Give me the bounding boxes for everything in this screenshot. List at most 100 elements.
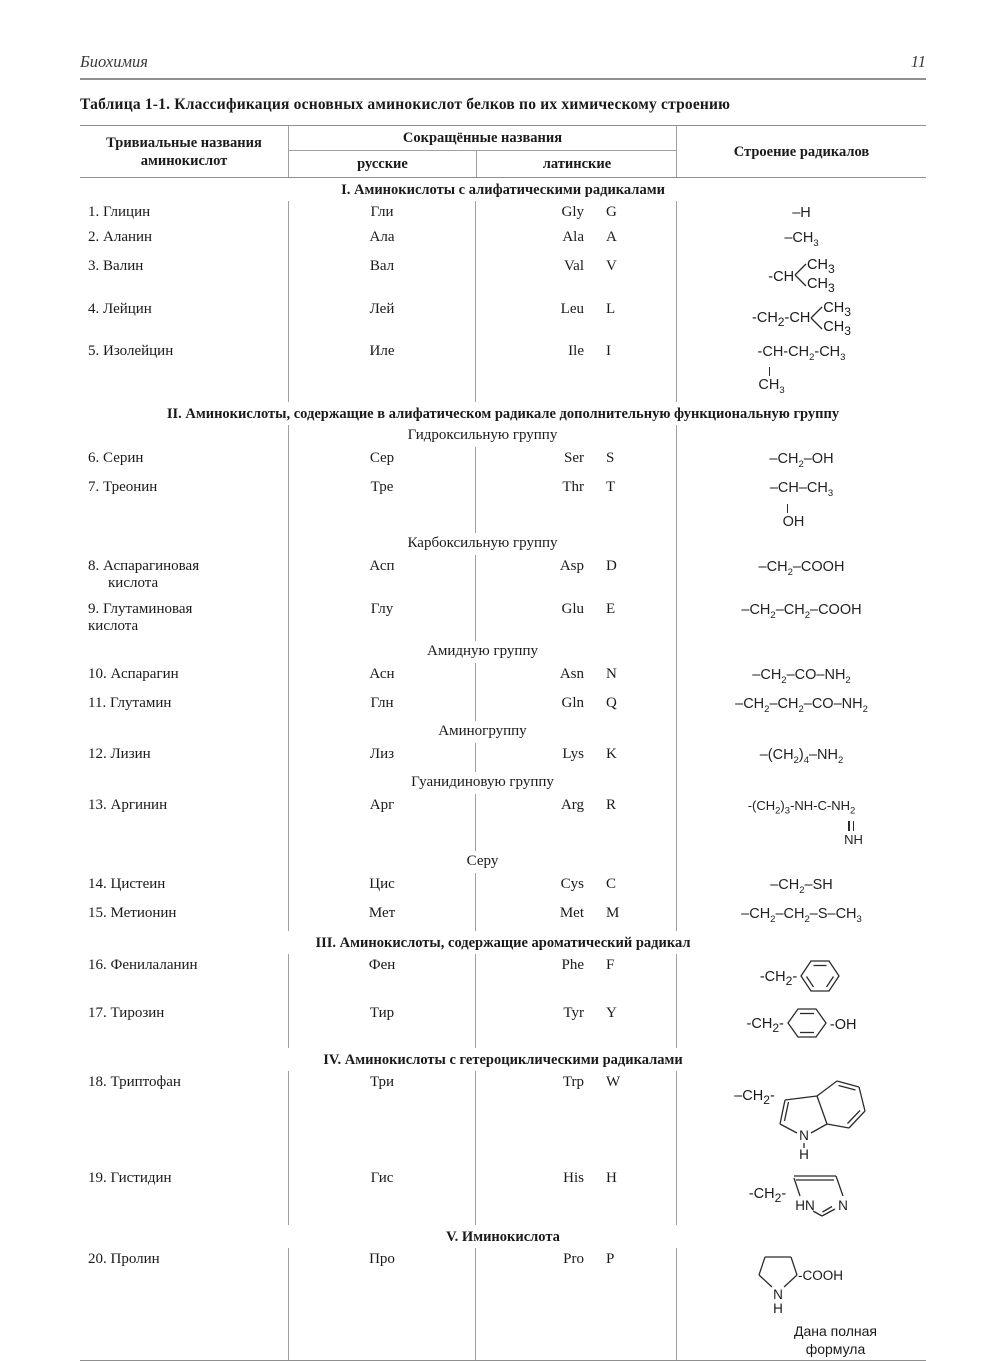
amino-name: 18. Триптофан <box>88 1073 181 1090</box>
indole-ring-diagram: N H <box>775 1074 869 1165</box>
radical-cell: -CH2- <box>676 953 926 1002</box>
pyrrolidine-ring-diagram: N H -COOH <box>747 1251 857 1320</box>
radical-formula-subline: NH <box>844 831 863 847</box>
header-trivial-names-line2: аминокислот <box>140 152 228 169</box>
header-trivial-names-line1: Тривиальные названия <box>106 134 262 151</box>
latin-abbr-cell: Lys K <box>475 742 676 772</box>
russian-abbr-cell: Асп <box>288 555 475 599</box>
header-abbr-group: Сокращённые названия <box>289 126 676 151</box>
amino-name: 6. Серин <box>88 450 144 467</box>
latin-abbr-cell: Pro P <box>475 1247 676 1360</box>
latin-one-letter: R <box>606 796 617 813</box>
latin-one-letter: D <box>606 558 617 575</box>
name-cell: 17. Тирозин <box>80 1002 288 1048</box>
header-abbreviated-names: Сокращённые названия русские латинские <box>288 126 676 177</box>
radical-formula-line: –CH2–CH2–COOH <box>741 602 862 621</box>
latin-three-letter: Ala <box>562 229 584 245</box>
latin-abbr-cell: Gly G <box>475 201 676 226</box>
group-subtitle-row: Гидроксильную группу <box>80 425 926 448</box>
group-subtitle-row: Аминогруппу <box>80 720 926 743</box>
amino-name: 13. Аргинин <box>88 796 168 813</box>
amino-row: 8. Аспарагиновая кислота Асп Asp D –CH2–COOH <box>80 555 926 599</box>
indole-ring-diagram: N H <box>779 1080 866 1162</box>
radical-formula-prefix: -CH2- <box>748 1186 787 1206</box>
latin-one-letter: G <box>606 204 617 220</box>
benzene-ring-diagram <box>800 960 840 992</box>
amino-row: 17. Тирозин Тир Tyr Y -CH2- -OH <box>80 1001 926 1048</box>
latin-abbr: Tyr Y <box>476 1005 676 1022</box>
radical-formula-prefix: -CH2- <box>759 968 798 988</box>
radical-proline-formula: N H -COOH Дана полная формула <box>747 1251 877 1358</box>
name-cell: 14. Цистеин <box>80 873 288 902</box>
radical-cell: –CH2–COOH <box>676 555 926 599</box>
table-body: I. Аминокислоты с алифатическими радикал… <box>80 178 926 1360</box>
name-cell: 15. Метионин <box>80 902 288 931</box>
name-cell: 8. Аспарагиновая кислота <box>80 555 288 598</box>
amino-row: 14. Цистеин Цис Cys C –CH2–SH <box>80 872 926 902</box>
name-cell: 2. Аланин <box>80 226 288 255</box>
amino-name: 2. Аланин <box>88 229 153 245</box>
header-rule <box>80 78 926 80</box>
radical-cell: –CH2–CH2–S–CH3 <box>676 901 926 931</box>
name-cell: 5. Изолейцин <box>80 340 288 402</box>
name-cell: 11. Глутамин <box>80 692 288 721</box>
radical-ring-formula: -CH2- -OH <box>747 1005 856 1046</box>
latin-one-letter: I <box>606 343 611 360</box>
radical-formula-subline: OH <box>782 514 805 531</box>
subtitle-spacer-right <box>676 850 926 873</box>
latin-three-letter: Glu <box>561 601 585 618</box>
radical-cell: –CH2–CH2–CO–NH2 <box>676 691 926 721</box>
section-heading: II. Аминокислоты, содержащие в алифатиче… <box>166 406 840 423</box>
amino-name: 20. Пролин <box>88 1250 160 1267</box>
latin-three-letter: Ile <box>568 343 584 360</box>
amino-row: 3. Валин Вал Val V -CH CH3 CH3 <box>80 254 926 298</box>
latin-three-letter: Asn <box>559 666 584 683</box>
svg-text:H: H <box>773 1301 783 1315</box>
amino-row: 12. Лизин Лиз Lys K –(CH2)4–NH2 <box>80 742 926 772</box>
latin-abbr-cell: Phe F <box>475 953 676 1002</box>
latin-abbr-cell: Trp W <box>475 1070 676 1167</box>
subtitle-spacer-left <box>80 425 288 447</box>
group-subtitle: Гидроксильную группу <box>288 425 676 448</box>
latin-three-letter: Lys <box>562 745 584 762</box>
amino-name: 17. Тирозин <box>88 1004 165 1021</box>
latin-abbr-cell: Asn N <box>475 663 676 692</box>
radical-formula-subline <box>756 503 819 513</box>
name-cell: 9. Глутаминовая кислота <box>80 598 288 641</box>
full-formula-note-line: Дана полная <box>793 1322 877 1339</box>
imidazole-ring-diagram: HN N <box>786 1170 854 1223</box>
group-subtitle: Аминогруппу <box>288 720 676 743</box>
radical-ring-formula: -CH2- <box>760 957 843 1000</box>
latin-abbr-cell: Cys C <box>475 872 676 902</box>
single-bond <box>768 367 771 377</box>
radical-formula-subline <box>726 367 814 377</box>
radical-formula-line: –CH2–SH <box>770 876 833 896</box>
latin-abbr-cell: Leu L <box>475 297 676 341</box>
subtitle-spacer-right <box>676 533 926 556</box>
name-cell: 6. Серин <box>80 447 288 476</box>
latin-three-letter: Val <box>564 257 584 274</box>
radical-formula-line: -CH2-CH <box>752 310 811 329</box>
radical-branch-formula: -CH2-CH CH3 CH3 <box>752 300 851 339</box>
amino-row: 13. Аргинин Арг Arg R -(CH2)3-NH-C-NH2 NH <box>80 793 926 851</box>
latin-one-letter: N <box>606 666 617 683</box>
radical-formula-subline: CH3 <box>758 377 785 397</box>
page-number: 11 <box>910 52 926 71</box>
latin-abbr-cell: Thr T <box>475 476 676 534</box>
latin-one-letter: H <box>606 1169 617 1186</box>
latin-abbr: Ala A <box>476 229 676 246</box>
radical-cell: -CH-CH2-CH3 CH3 <box>676 340 926 403</box>
section-heading: I. Аминокислоты с алифатическими радикал… <box>341 182 665 198</box>
latin-three-letter: Gly <box>561 204 585 220</box>
running-head-title: Биохимия <box>80 52 148 71</box>
latin-abbr: Asp D <box>476 558 676 575</box>
russian-abbr-cell: Асн <box>288 663 475 692</box>
amino-row: 15. Метионин Мет Met M –CH2–CH2–S–CH3 <box>80 901 926 931</box>
amino-name: 8. Аспарагиновая <box>88 558 200 575</box>
latin-one-letter: L <box>606 300 616 317</box>
latin-abbr: Val V <box>476 258 676 275</box>
amino-name: 3. Валин <box>88 257 144 274</box>
russian-abbr-cell: Про <box>288 1247 475 1360</box>
radical-cell: –CH3 <box>676 226 926 255</box>
